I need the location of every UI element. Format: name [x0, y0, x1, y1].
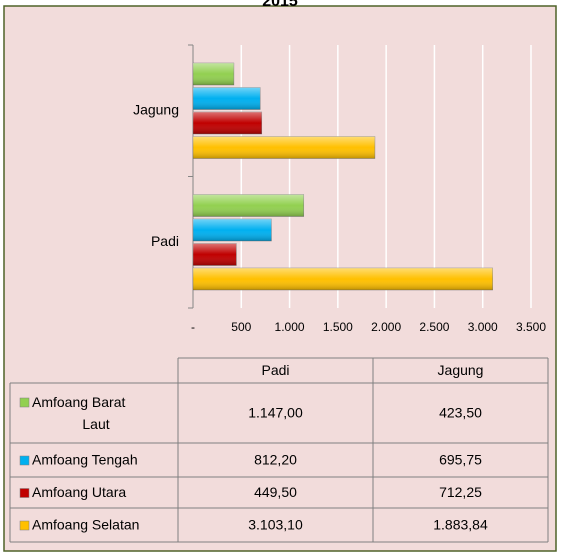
bar-shine: [193, 268, 493, 290]
table-header: Jagung: [438, 362, 484, 378]
x-tick-label: 3.500: [516, 320, 546, 334]
table-value: 695,75: [439, 452, 482, 468]
x-tick-label: 3.000: [468, 320, 498, 334]
x-tick-label: 1.000: [275, 320, 305, 334]
table-value: 812,20: [254, 452, 297, 468]
table-value: 712,25: [439, 484, 482, 500]
bar-shine: [193, 243, 237, 266]
x-tick-label: -: [191, 320, 195, 334]
legend-label: Amfoang Barat Laut: [32, 394, 125, 432]
x-tick-label: 2.500: [419, 320, 449, 334]
bar-shine: [193, 194, 304, 217]
legend-key: [19, 520, 30, 531]
y-tick-label: Padi: [151, 233, 179, 249]
table-value: 449,50: [254, 484, 297, 500]
x-tick-label: 500: [231, 320, 251, 334]
table-value: 423,50: [439, 405, 482, 421]
table-value: 3.103,10: [248, 517, 303, 533]
legend-key: [19, 455, 30, 466]
y-tick-label: Jagung: [133, 101, 179, 117]
x-tick-label: 2.000: [371, 320, 401, 334]
bar-shine: [193, 87, 261, 110]
table-header: Padi: [261, 362, 289, 378]
table-value: 1.147,00: [248, 405, 303, 421]
bar-shine: [193, 112, 262, 134]
legend-label: Amfoang Tengah: [32, 452, 138, 468]
bar-shine: [193, 219, 272, 241]
legend-key: [19, 488, 30, 498]
table-value: 1.883,84: [433, 517, 488, 533]
legend-label: Amfoang Selatan: [32, 517, 139, 533]
bar-shine: [193, 136, 375, 159]
chart-title: 2015: [262, 0, 298, 10]
legend-label: Amfoang Utara: [32, 484, 126, 500]
bar-shine: [193, 63, 234, 85]
legend-key: [19, 397, 30, 408]
x-tick-label: 1.500: [323, 320, 353, 334]
